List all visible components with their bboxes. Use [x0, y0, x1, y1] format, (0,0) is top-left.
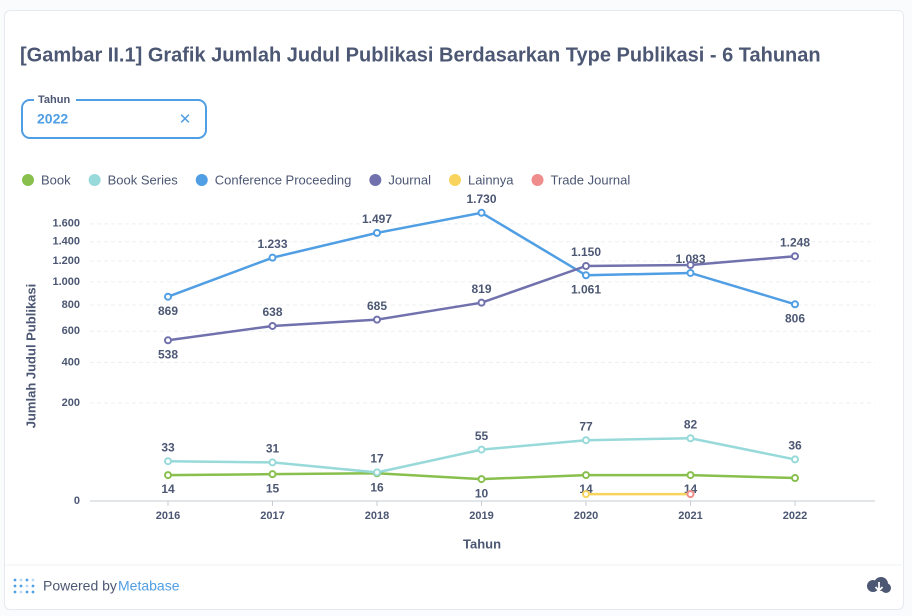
data-point: [373, 228, 381, 237]
legend-swatch: [195, 174, 208, 186]
legend-swatch: [88, 174, 101, 186]
y-tick-label: 1.200: [52, 255, 80, 267]
legend-label: Book: [41, 172, 71, 187]
legend-swatch: [22, 174, 34, 186]
data-point: [686, 434, 695, 443]
data-point: [582, 471, 590, 480]
x-axis-title: Tahun: [463, 536, 501, 551]
data-label: 685: [367, 299, 387, 313]
legend-swatch: [448, 174, 461, 186]
data-label: 1.730: [466, 192, 496, 206]
data-point: [686, 268, 695, 277]
data-point: [477, 445, 486, 454]
data-point: [686, 260, 695, 269]
data-point: [164, 292, 172, 301]
data-label: 819: [471, 282, 491, 296]
filter-label-bg: [34, 94, 76, 106]
data-point: [164, 471, 172, 480]
data-label: 1.233: [257, 237, 287, 251]
data-point: [373, 315, 381, 324]
legend-label: Journal: [388, 172, 431, 187]
series-line: [167, 436, 796, 474]
filter-label: Tahun: [38, 94, 70, 106]
data-point: [791, 455, 799, 464]
data-point: [477, 208, 486, 217]
y-tick-label: 1.600: [52, 218, 80, 230]
data-label: 1.150: [571, 245, 601, 259]
series-line: [167, 254, 796, 342]
download-icon[interactable]: [867, 577, 891, 593]
filter-clear[interactable]: ✕: [179, 111, 192, 128]
data-point: [477, 475, 486, 484]
metabase-logo: [13, 578, 35, 594]
data-point: [164, 457, 172, 466]
filter-value: 2022: [37, 111, 68, 127]
data-label: 10: [475, 486, 489, 500]
data-point: [582, 262, 590, 271]
filter-box[interactable]: [21, 99, 207, 139]
data-label: 16: [370, 480, 384, 494]
legend-swatch: [531, 174, 544, 186]
x-tick-label: 2016: [156, 510, 180, 522]
x-tick-label: 2020: [574, 510, 598, 522]
x-tick-label: 2021: [678, 510, 702, 522]
y-tick-label: 1.400: [52, 236, 80, 248]
data-point: [791, 300, 799, 309]
x-tick-label: 2022: [783, 510, 807, 522]
y-tick-label: 400: [62, 356, 80, 368]
data-label: 31: [266, 442, 280, 456]
data-label: 869: [158, 304, 178, 318]
data-label: 36: [788, 439, 802, 453]
data-label: 1.248: [780, 235, 810, 249]
y-tick-label: 0: [74, 495, 80, 507]
data-label: 15: [266, 481, 280, 495]
y-tick-label: 600: [62, 325, 80, 337]
data-label: 33: [161, 440, 175, 454]
legend-swatch: [369, 174, 382, 186]
data-label: 82: [684, 417, 698, 431]
data-label: 1.497: [362, 212, 392, 226]
x-tick-label: 2018: [365, 510, 389, 522]
y-tick-label: 800: [62, 299, 80, 311]
data-point: [686, 490, 695, 499]
legend-label: Lainnya: [468, 172, 514, 187]
data-point: [791, 474, 799, 483]
footer-brand[interactable]: Metabase: [118, 578, 180, 594]
data-point: [686, 471, 695, 480]
y-axis-title: Jumlah Judul Publikasi: [23, 284, 38, 428]
data-point: [373, 468, 381, 477]
data-label: 17: [370, 452, 384, 466]
data-label: 14: [161, 482, 175, 496]
data-label: 806: [785, 311, 805, 325]
footer-prefix: Powered by: [43, 578, 117, 594]
data-label: 55: [475, 429, 489, 443]
data-point: [582, 271, 590, 280]
legend-label: Book Series: [108, 172, 179, 187]
data-label: 1.061: [571, 282, 601, 296]
x-tick-label: 2017: [260, 510, 284, 522]
data-point: [268, 458, 277, 467]
data-label: 638: [262, 305, 282, 319]
data-label: 77: [579, 419, 593, 433]
data-point: [268, 253, 277, 262]
data-point: [582, 490, 590, 499]
legend-label: Conference Proceeding: [215, 172, 352, 187]
x-tick-label: 2019: [469, 510, 493, 522]
legend-label: Trade Journal: [551, 172, 631, 187]
data-point: [268, 321, 277, 330]
data-point: [582, 436, 590, 445]
data-point: [791, 252, 799, 261]
data-label: 538: [158, 347, 178, 361]
title: [Gambar II.1] Grafik Jumlah Judul Publik…: [20, 44, 821, 66]
data-point: [268, 470, 277, 479]
data-point: [164, 336, 172, 345]
y-tick-label: 1.000: [52, 276, 80, 288]
data-point: [477, 298, 486, 307]
y-tick-label: 200: [62, 397, 80, 409]
